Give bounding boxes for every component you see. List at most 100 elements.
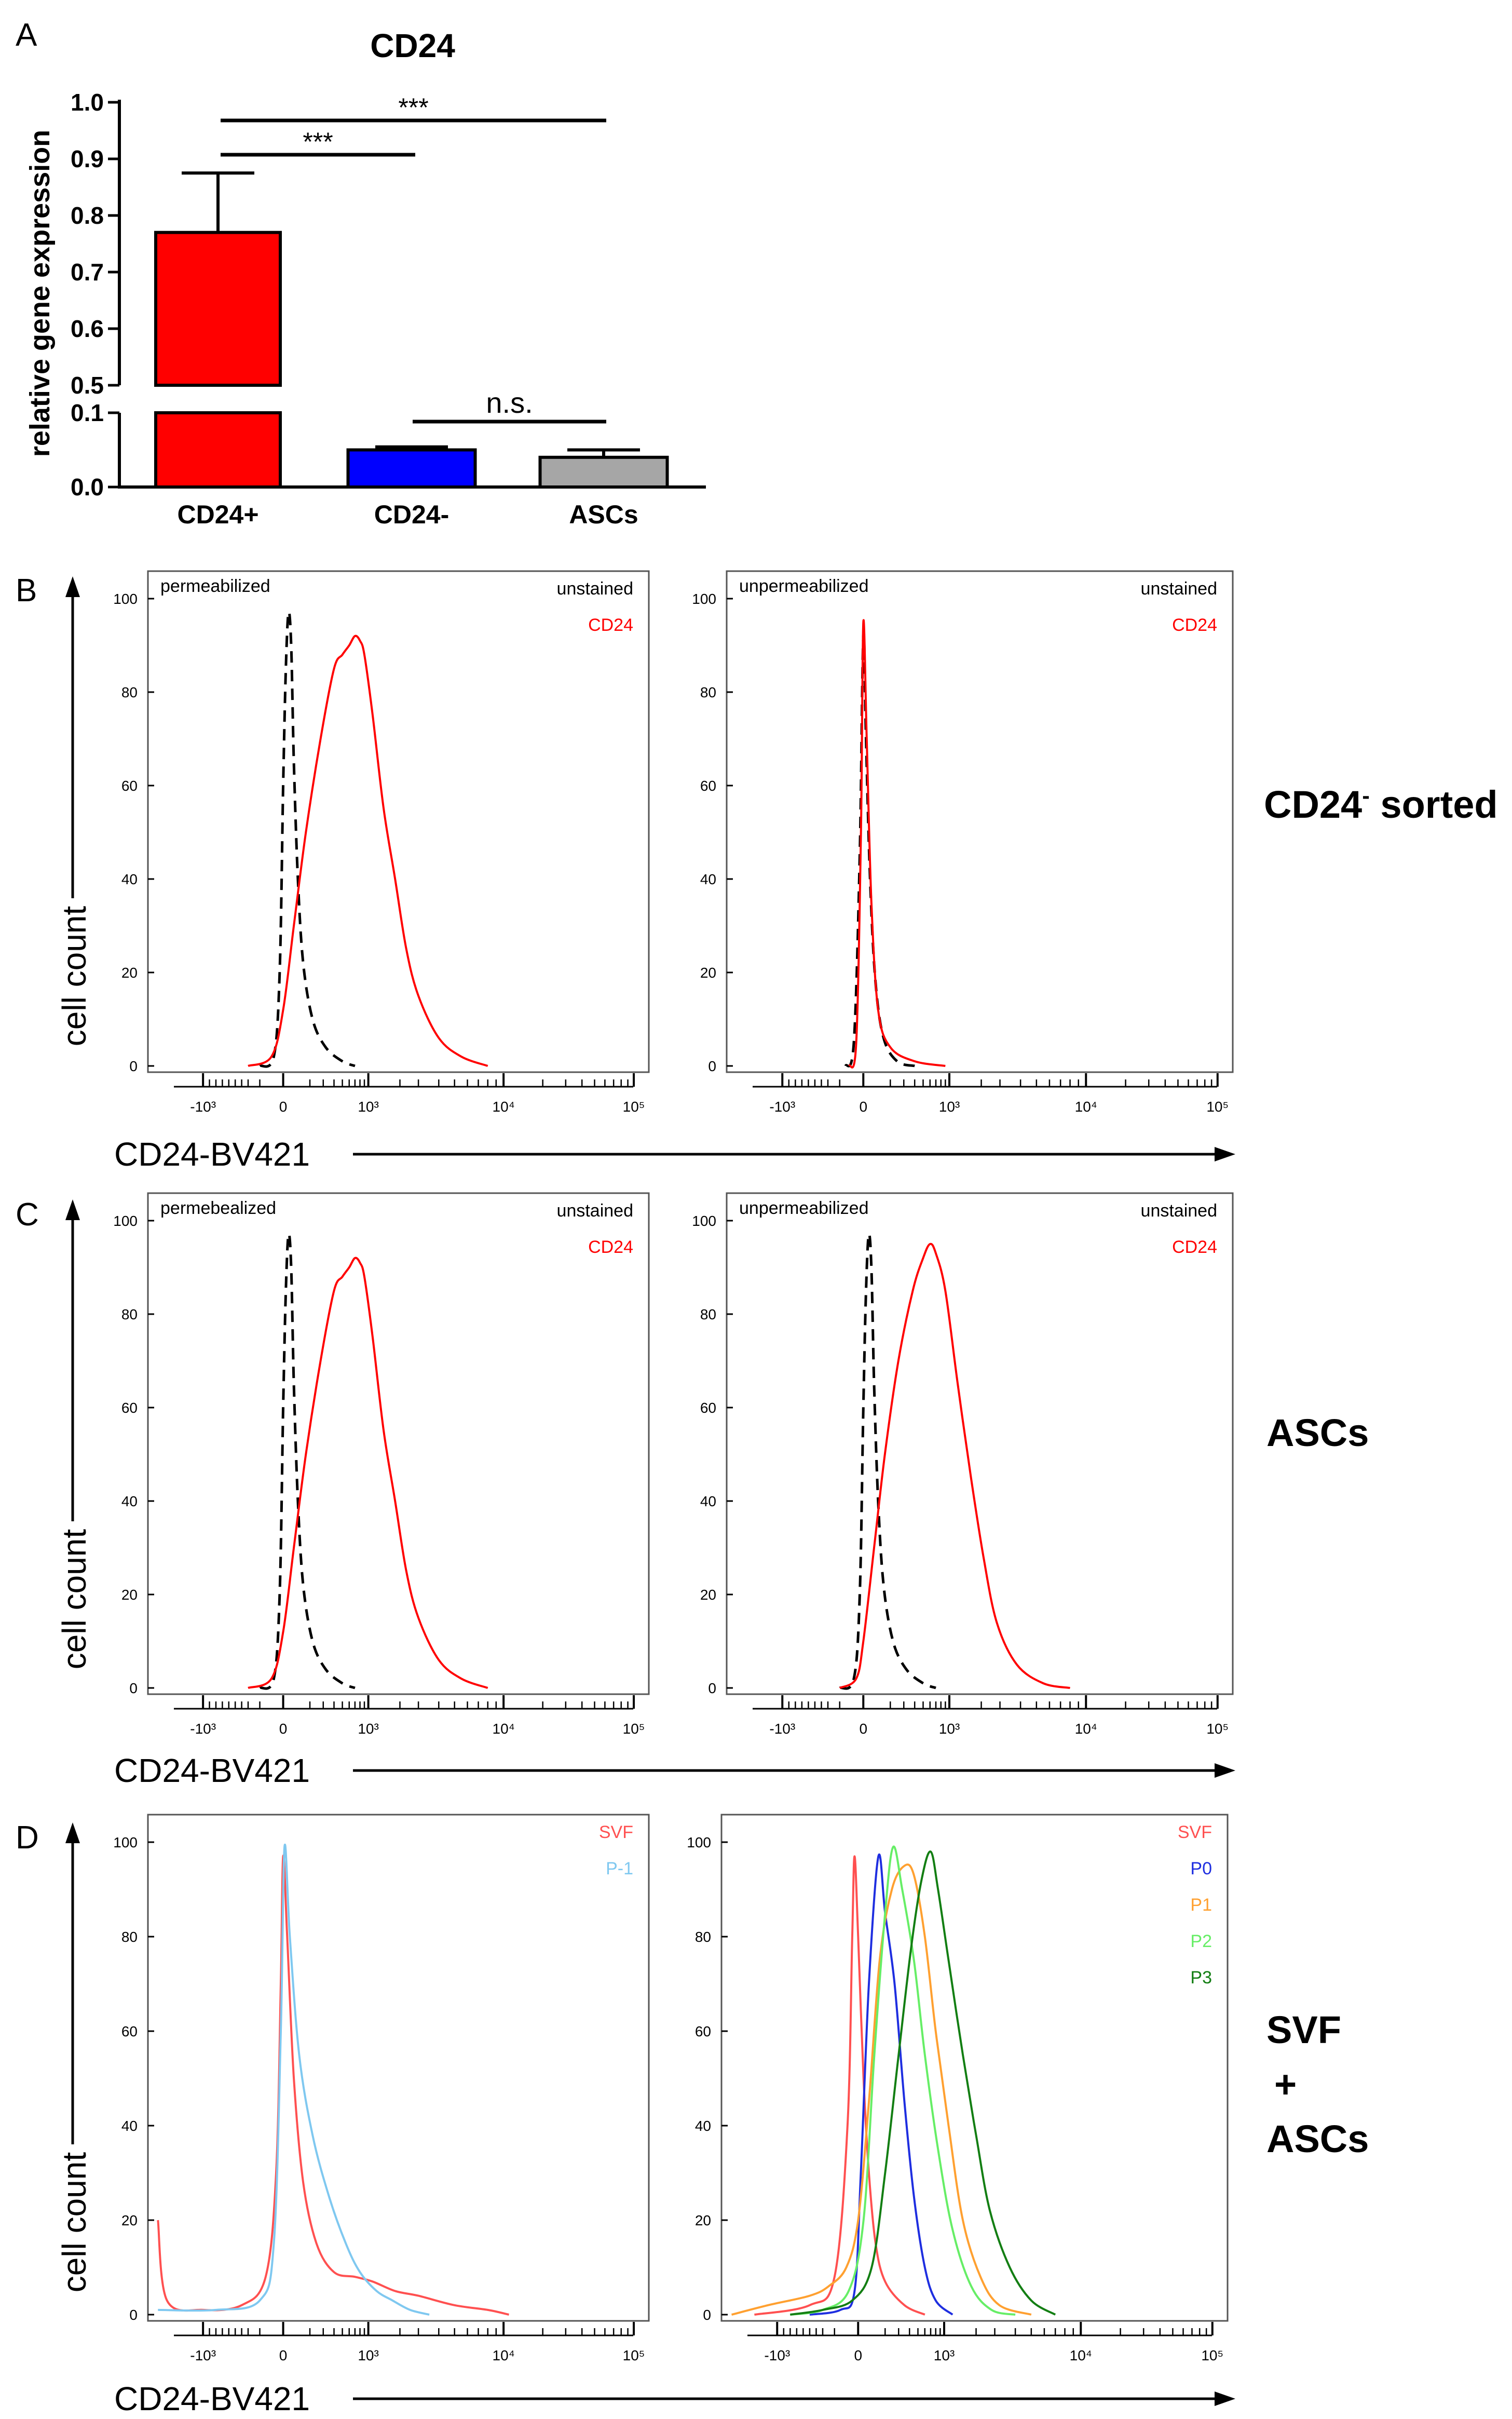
row-label-b-main: CD24 [1264,783,1362,826]
histogram-condition-label: permeabilized [160,576,270,596]
histogram-ytick-label: 40 [121,1493,138,1509]
histogram-ytick-label: 60 [121,778,138,794]
histogram-legend-entry: P1 [1190,1895,1212,1915]
chart-a-title: CD24 [370,27,455,64]
chart-a-category-label: CD24+ [177,500,258,529]
cd24-bv421-label: CD24-BV421 [114,1752,310,1789]
histogram-series-unstained [259,611,356,1068]
histogram-legend-entry: CD24 [1172,1237,1217,1257]
histogram-legend-entry: P3 [1190,1968,1212,1988]
histogram-legend-entry: unstained [557,1201,633,1221]
cell-count-arrow-head [65,576,80,597]
histogram-xtick-label: 10⁵ [1206,1099,1229,1115]
histogram-ytick-label: 60 [695,2023,711,2039]
panel-label-b: B [16,573,37,609]
histogram-ytick-label: 80 [700,1306,716,1322]
histogram-ytick-label: 60 [121,1400,138,1416]
histogram-ytick-label: 0 [708,1058,716,1074]
chart-a-bar-lower-CD24+ [154,411,282,489]
histogram-ytick-label: 100 [113,591,138,607]
histogram-series-cd24 [248,1256,488,1689]
histogram-xtick-label: 10⁴ [493,1099,515,1115]
histogram-ytick-label: 40 [700,871,716,887]
cell-count-label: cell count [56,906,93,1047]
histogram-xtick-label: 0 [279,2347,288,2363]
chart-a-category-label: ASCs [569,500,638,529]
chart-a-bar-ASCs [538,455,669,489]
histogram-frame [147,570,650,1073]
histogram-ytick-label: 100 [113,1213,138,1229]
histogram-series-svf [754,1855,925,2316]
histogram-ytick-label: 0 [708,1680,716,1696]
histogram-series-p-1 [158,1844,430,2316]
histogram-ytick-label: 20 [700,965,716,981]
chart-a-ytick-label-upper: 0.9 [71,145,104,172]
histogram-ytick-label: 80 [121,1306,138,1322]
histogram-b-permeabilized: 0 20 40 60 80 100 -10³ 0 10³ 10⁴ 10⁵ permeabilized u… [113,570,650,1115]
histogram-ytick-label: 60 [700,1400,716,1416]
histogram-condition-label: unpermeabilized [739,576,869,596]
histogram-ytick-label: 40 [700,1493,716,1509]
chart-a-ytick-label-lower: 0.0 [71,474,104,501]
histogram-ytick-label: 0 [129,1680,138,1696]
histogram-xtick-label: 10⁴ [493,1721,515,1737]
histogram-ytick-label: 80 [700,684,716,700]
histogram-xtick-label: 10³ [358,2347,378,2363]
panel-label-d: D [16,1820,39,1856]
histogram-xtick-label: 10³ [358,1099,378,1115]
row-label-c: ASCs [1266,1411,1369,1454]
histogram-legend-entry: unstained [557,579,633,599]
row-label-b: CD24- sorted [1264,783,1498,826]
chart-a-significance-label: n.s. [486,386,533,419]
histogram-ytick-label: 60 [121,2023,138,2039]
row-label-d-plus: + [1274,2063,1297,2106]
histogram-ytick-label: 60 [700,778,716,794]
histogram-series-unstained [844,631,915,1067]
histogram-xtick-label: -10³ [769,1721,795,1737]
histogram-ytick-label: 20 [121,2212,138,2228]
histogram-series-unstained [839,1233,936,1690]
histogram-xtick-label: 10⁴ [1075,1721,1097,1737]
chart-a-ytick-label-upper: 1.0 [71,89,104,116]
histogram-ytick-label: 80 [695,1929,711,1945]
cd24-axis-arrow-head [1215,2391,1235,2406]
histogram-legend-entry: unstained [1141,579,1217,599]
histogram-series-p0 [809,1854,953,2316]
histogram-xtick-label: 10³ [939,1721,960,1737]
cd24-bv421-label: CD24-BV421 [114,1136,310,1173]
cell-count-label: cell count [56,1529,93,1670]
histogram-ytick-label: 20 [121,1587,138,1603]
histogram-b-unpermeabilized: 0 20 40 60 80 100 -10³ 0 10³ 10⁴ 10⁵ unpermeabilize… [692,570,1234,1115]
histogram-series-svf [157,1854,509,2316]
histogram-xtick-label: 10⁵ [623,1721,645,1737]
histogram-c-permeabilized: 0 20 40 60 80 100 -10³ 0 10³ 10⁴ 10⁵ permebealized u… [113,1192,650,1737]
cd24-bv421-label: CD24-BV421 [114,2380,310,2417]
chart-a-ytick-label-lower: 0.1 [71,399,104,426]
histogram-xtick-label: 10⁵ [623,2347,645,2363]
chart-a-ytick-label-upper: 0.6 [71,315,104,342]
row-axes: cell count CD24-BV421 cell count CD24-BV421… [56,576,1235,2417]
histogram-xtick-label: 0 [859,1099,867,1115]
histogram-ytick-label: 0 [129,2307,138,2323]
histogram-ytick-label: 20 [121,965,138,981]
histogram-xtick-label: 10⁵ [1206,1721,1229,1737]
chart-a-ytick-label-upper: 0.5 [71,372,104,399]
histogram-frame [147,1814,650,2322]
histogram-xtick-label: 0 [279,1099,288,1115]
histogram-xtick-label: -10³ [764,2347,790,2363]
histogram-ytick-label: 100 [692,1213,716,1229]
cell-count-arrow-head [65,1199,80,1220]
histogram-legend-entry: SVF [599,1822,633,1842]
histogram-ytick-label: 0 [703,2307,711,2323]
histogram-ytick-label: 40 [121,871,138,887]
histogram-xtick-label: -10³ [190,1721,216,1737]
chart-a-significance-label: *** [303,127,333,156]
histogram-d-passages: 0 20 40 60 80 100 -10³ 0 10³ 10⁴ 10⁵ SVF P0 P1 P2 P3 [687,1814,1229,2363]
histogram-condition-label: permebealized [160,1198,276,1218]
histogram-series-p1 [731,1863,1032,2316]
chart-a-bar-upper-CD24+ [154,231,282,387]
row-label-b-sup: - [1362,783,1370,808]
histogram-xtick-label: 10³ [358,1721,378,1737]
chart-a-ytick-label-upper: 0.8 [71,202,104,229]
